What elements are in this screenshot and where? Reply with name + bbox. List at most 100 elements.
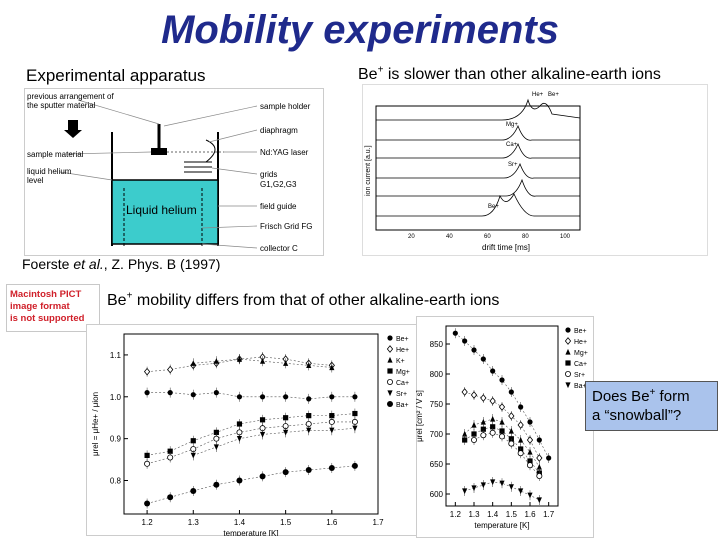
series-Mg-plus bbox=[462, 414, 542, 472]
statement-text: mobility differs from that of other alka… bbox=[132, 292, 500, 309]
legend-marker bbox=[564, 371, 571, 378]
spectra-xtick: 40 bbox=[446, 234, 453, 240]
peak-label-he: He+ bbox=[532, 92, 544, 98]
label-previous-arrangement: previous arrangement of bbox=[27, 92, 114, 101]
data-point bbox=[329, 364, 335, 371]
spectra-xtick: 80 bbox=[522, 234, 529, 240]
x-tick-label: 1.5 bbox=[280, 518, 292, 527]
y-tick-label: 700 bbox=[430, 430, 444, 439]
data-point bbox=[213, 435, 220, 442]
y-tick-label: 1.0 bbox=[110, 393, 122, 402]
data-point bbox=[351, 462, 358, 469]
liquid-helium bbox=[111, 179, 219, 245]
data-point bbox=[499, 428, 505, 434]
data-point bbox=[259, 431, 266, 438]
data-point bbox=[536, 437, 542, 443]
mobility-statement: Be+ mobility differs from that of other … bbox=[107, 290, 500, 310]
legend-label: Be+ bbox=[574, 328, 587, 335]
spectra-xtick: 20 bbox=[408, 234, 415, 240]
data-point bbox=[536, 463, 542, 470]
x-axis-label: temperature [K] bbox=[223, 529, 278, 536]
data-point bbox=[167, 494, 174, 501]
legend-marker bbox=[565, 348, 571, 355]
data-point bbox=[526, 436, 534, 444]
legend-marker bbox=[387, 390, 393, 397]
snowball-question-box: Does Be+ form a “snowball”? bbox=[585, 381, 718, 431]
data-point bbox=[546, 455, 552, 461]
x-tick-label: 1.3 bbox=[468, 510, 480, 519]
y-tick-label: 650 bbox=[430, 460, 444, 469]
data-point bbox=[213, 358, 219, 364]
data-point bbox=[536, 472, 543, 479]
data-point bbox=[462, 338, 468, 344]
question-text-cont: form bbox=[655, 388, 690, 405]
data-point bbox=[259, 358, 266, 364]
data-point bbox=[352, 425, 358, 432]
data-point bbox=[499, 418, 505, 425]
data-point bbox=[236, 356, 243, 362]
ion-charge: + bbox=[377, 64, 384, 76]
data-point bbox=[527, 492, 533, 499]
data-point bbox=[480, 482, 486, 489]
data-point bbox=[328, 418, 335, 425]
legend-label: Ba+ bbox=[574, 383, 587, 390]
data-point bbox=[517, 421, 524, 429]
series-He-plus bbox=[452, 328, 552, 463]
data-point bbox=[190, 487, 197, 494]
ion-charge: + bbox=[126, 290, 133, 302]
spectra-ylabel: ion current [a.u.] bbox=[365, 145, 372, 196]
series-line bbox=[455, 332, 549, 459]
x-tick-label: 1.4 bbox=[234, 518, 246, 527]
y-tick-label: 0.9 bbox=[110, 435, 122, 444]
label-liquid-helium-level: liquid helium bbox=[27, 167, 72, 176]
data-point bbox=[527, 462, 534, 469]
data-point bbox=[508, 389, 514, 395]
ion-symbol: Be bbox=[107, 292, 127, 309]
y-tick-label: 800 bbox=[430, 370, 444, 379]
data-point bbox=[480, 356, 486, 362]
citation-author: Foerste bbox=[22, 256, 74, 272]
question-line-2: a “snowball”? bbox=[592, 407, 682, 424]
data-point bbox=[536, 497, 542, 504]
citation: Foerste et al., Z. Phys. B (1997) bbox=[22, 256, 220, 272]
x-tick-label: 1.3 bbox=[188, 518, 200, 527]
series-line bbox=[193, 427, 355, 456]
x-tick-label: 1.7 bbox=[372, 518, 384, 527]
chart-frame bbox=[416, 316, 594, 538]
liquid-helium-label: Liquid helium bbox=[126, 203, 197, 217]
peak-label-mg: Mg+ bbox=[506, 122, 518, 128]
data-point bbox=[190, 438, 196, 444]
legend-label: Ca+ bbox=[396, 380, 409, 387]
data-point bbox=[144, 460, 151, 467]
legend-marker bbox=[565, 382, 571, 389]
spectra-xtick: 100 bbox=[560, 234, 571, 240]
spectrum-trace-6 bbox=[376, 193, 580, 217]
data-point bbox=[328, 464, 335, 471]
data-point bbox=[490, 424, 496, 430]
data-point bbox=[305, 467, 312, 474]
data-point bbox=[499, 377, 505, 383]
plot-area bbox=[123, 333, 379, 515]
series-line bbox=[464, 481, 540, 501]
pict-line: Macintosh PICT bbox=[10, 289, 82, 300]
x-tick-label: 1.4 bbox=[487, 510, 499, 519]
ion-charge: + bbox=[649, 387, 656, 398]
data-point bbox=[190, 452, 196, 459]
data-point bbox=[282, 469, 289, 476]
data-point bbox=[471, 485, 477, 492]
data-point bbox=[213, 444, 219, 451]
relative-mobility-chart: 1.2 1.3 1.4 1.5 1.6 1.7 0.8 0.9 1.0 1.1 temperatur… bbox=[86, 324, 420, 536]
legend-label: Be+ bbox=[396, 336, 409, 343]
data-point bbox=[213, 429, 219, 435]
data-point bbox=[190, 360, 196, 366]
series-line bbox=[147, 413, 355, 456]
data-point bbox=[490, 479, 496, 486]
legend-marker bbox=[387, 401, 393, 407]
pict-line: is not supported bbox=[10, 313, 85, 324]
peak-label-be: Be+ bbox=[548, 92, 559, 98]
peak-label-sr: Sr+ bbox=[508, 162, 518, 168]
series-line bbox=[464, 418, 540, 468]
data-point bbox=[329, 413, 335, 419]
legend-label: Mg+ bbox=[574, 350, 588, 357]
spectrum-trace-2 bbox=[376, 124, 580, 141]
